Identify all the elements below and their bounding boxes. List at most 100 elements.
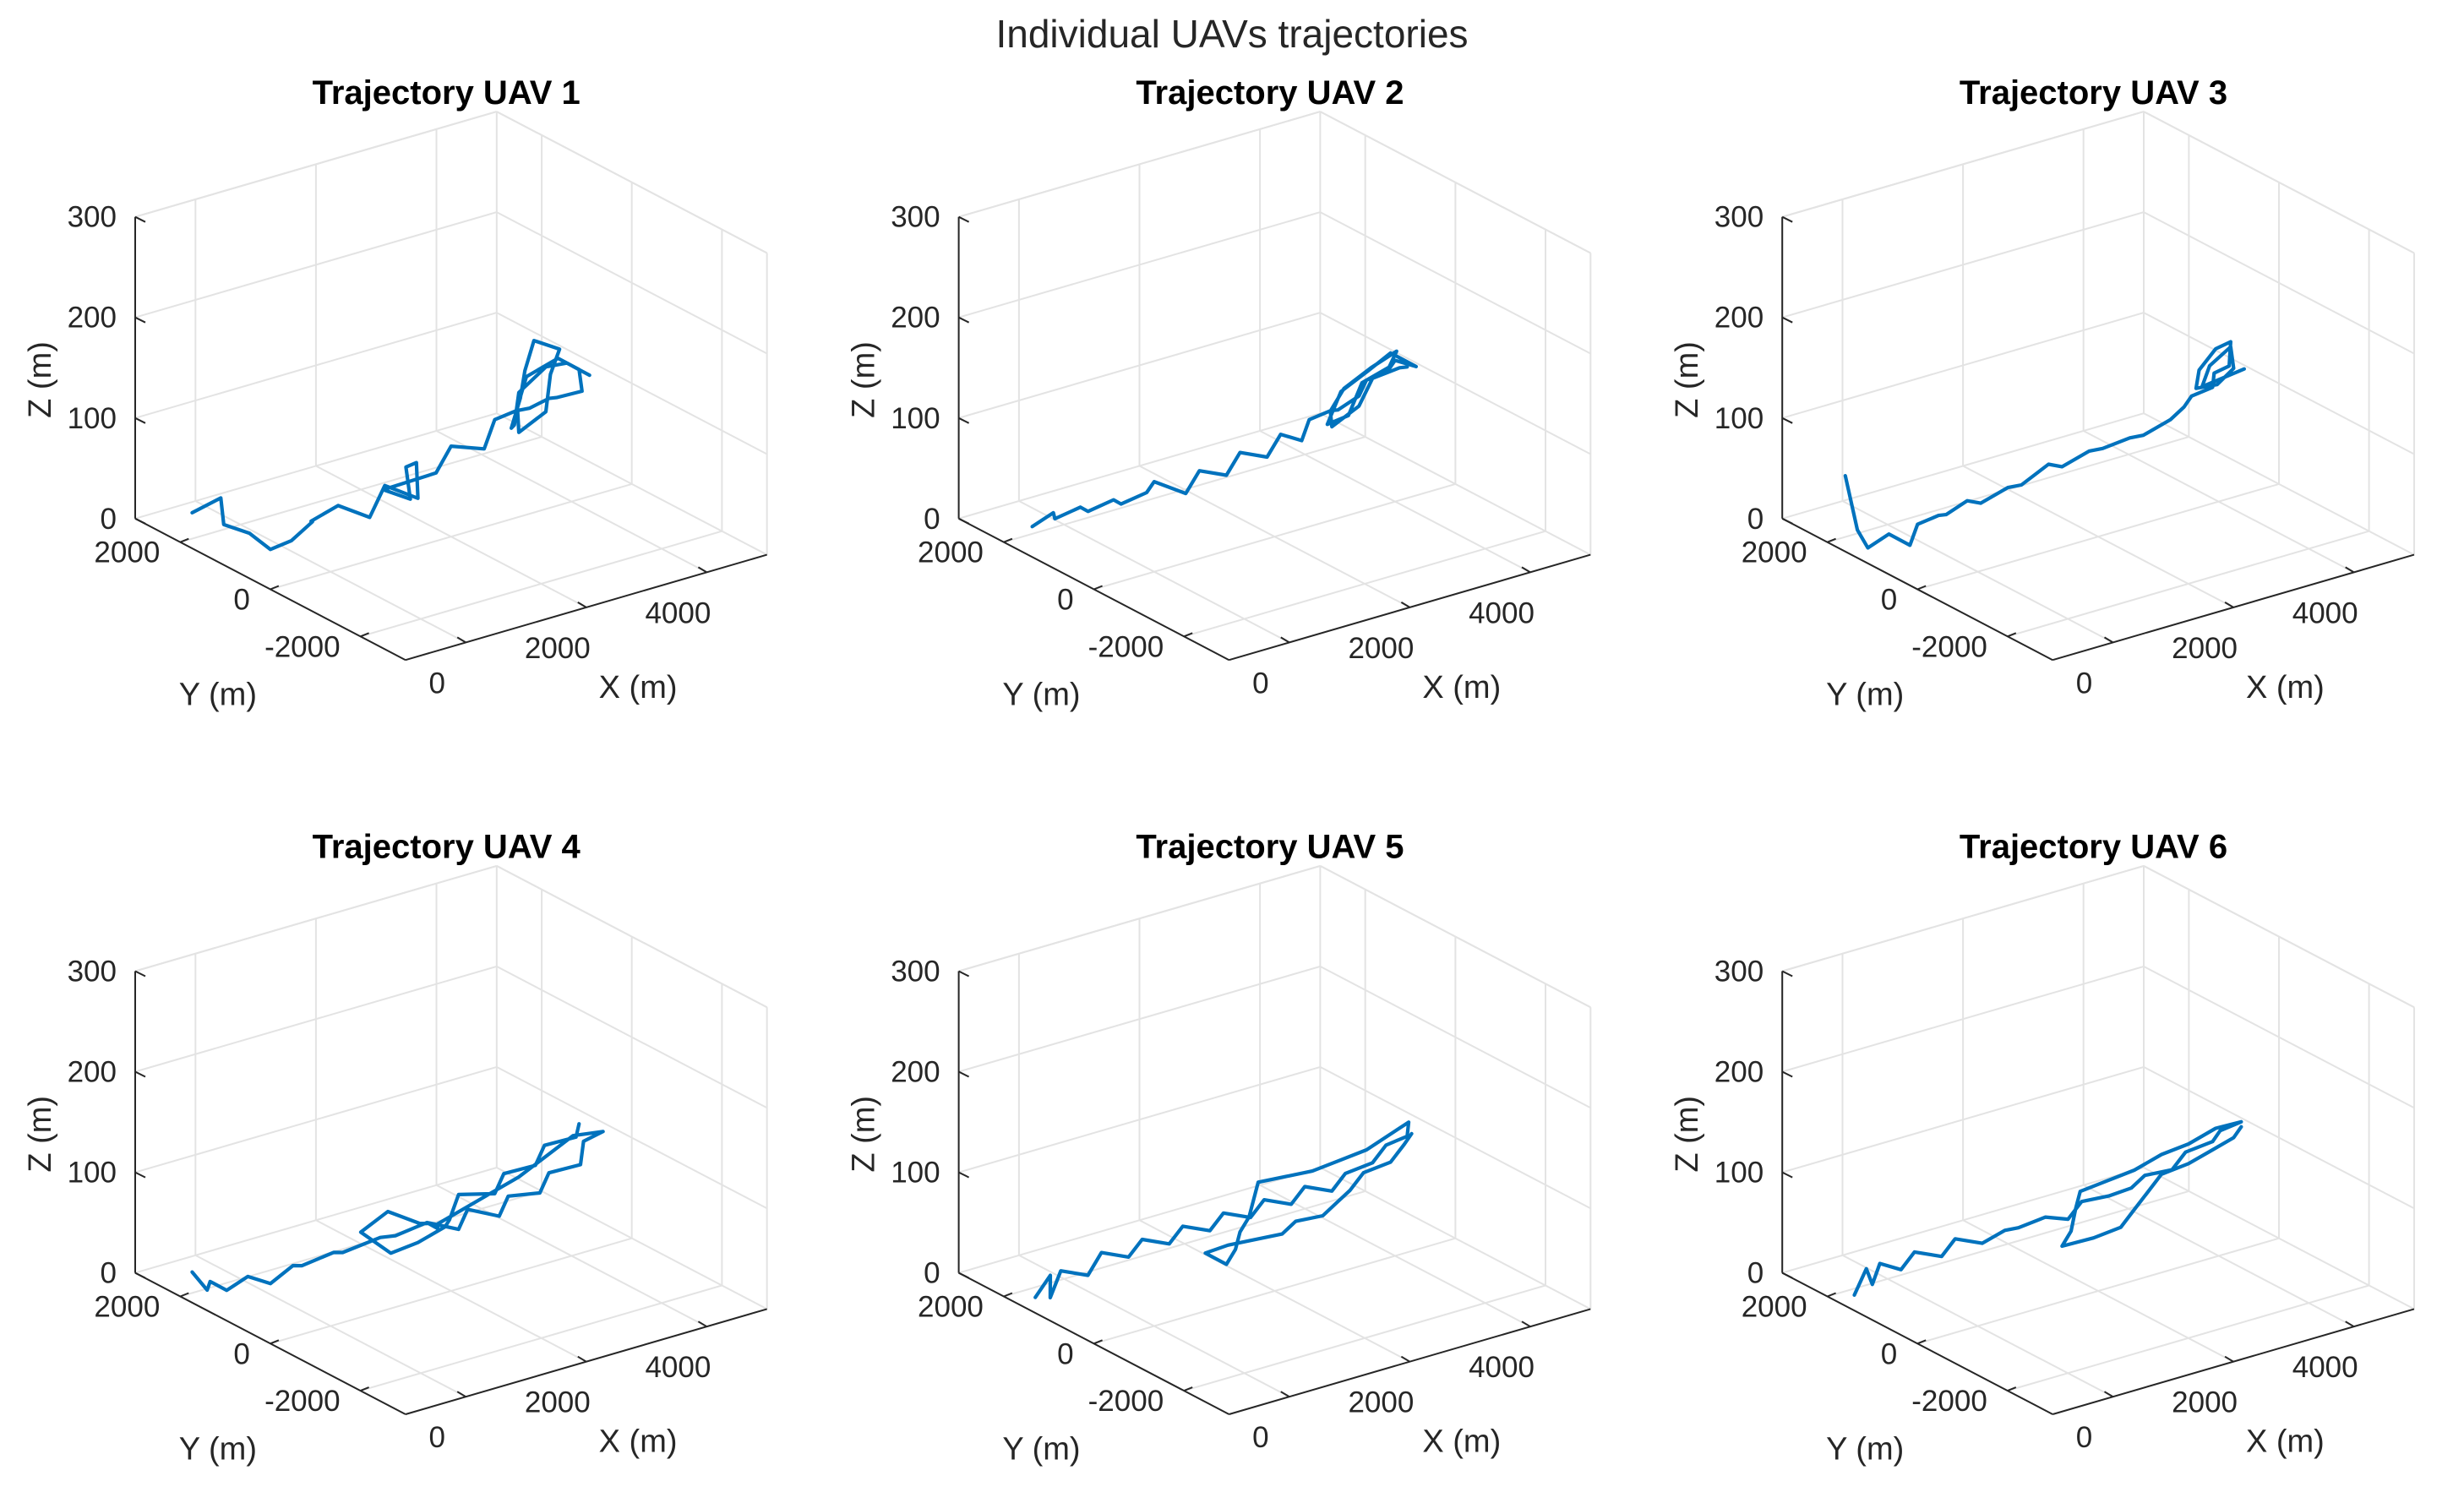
grid-line [2143,312,2415,455]
z-tick-label: 0 [101,503,117,536]
box-edge [1319,865,1591,1009]
subplot-title: Trajectory UAV 3 [1960,74,2227,112]
z-tick [1781,1171,1793,1179]
grid-line [496,312,768,455]
y-tick-label: 0 [1881,584,1897,617]
z-tick-label: 100 [1714,1157,1764,1190]
y-tick-label: -2000 [264,630,341,663]
x-tick [2224,1355,2234,1363]
grid-line [2007,1284,2369,1392]
grid-line [1781,1167,2145,1274]
x-tick-label: 0 [1252,1421,1268,1454]
x-tick-label: 0 [1252,667,1268,700]
z-tick [958,1070,970,1078]
grid-line [1183,1284,1546,1392]
y-tick [270,1339,280,1345]
trajectory-line [190,1122,605,1293]
box-edge [1319,111,1591,254]
z-tick-label: 200 [68,1056,117,1089]
z-tick-label: 100 [891,402,940,435]
grid-line [958,1167,1321,1274]
z-tick [134,417,146,424]
grid-line [958,965,1321,1073]
x-tick [2345,1321,2355,1328]
x-tick [577,602,587,608]
x-tick [456,636,466,644]
z-tick [1781,1070,1793,1078]
grid-line [1781,1065,2145,1174]
y-tick-label: -2000 [1088,1385,1164,1418]
y-tick-label: 0 [233,1337,249,1370]
z-tick [958,1272,970,1279]
y-tick-label: -2000 [1911,1385,1987,1418]
y-axis-label: Y (m) [179,678,257,713]
y-tick [1827,1292,1836,1298]
z-tick-label: 100 [1714,402,1764,435]
x-tick-label: 2000 [1348,632,1414,665]
z-axis-label: Z (m) [23,1096,58,1173]
x-tick [2345,566,2355,574]
grid-line [1916,1237,2280,1345]
z-axis-label: Z (m) [847,1096,882,1173]
y-tick [1093,585,1103,591]
z-tick-label: 0 [924,503,940,536]
grid-line [180,436,542,543]
box-edge [1781,864,2145,972]
x-tick [1521,566,1531,574]
y-axis-label: Y (m) [1826,1431,1904,1467]
grid-line [496,211,768,355]
x-tick [577,1355,587,1363]
z-tick-label: 200 [1714,1056,1764,1089]
y-tick-label: 2000 [94,1291,160,1324]
grid-line [2143,211,2415,355]
x-tick-label: 4000 [645,596,711,629]
y-tick-label: 0 [1057,584,1073,617]
x-tick-label: 2000 [2172,632,2238,665]
x-tick-label: 4000 [2292,596,2358,629]
grid-line [1781,312,2145,419]
grid-line [1093,482,1456,591]
x-tick-label: 4000 [2292,1351,2358,1384]
z-tick-label: 300 [891,201,940,234]
z-tick-label: 100 [68,402,117,435]
y-tick [1093,1339,1103,1345]
x-tick [1400,602,1410,608]
box-edge [958,111,1321,218]
grid-line [270,482,632,591]
z-tick [134,1272,146,1279]
box-edge [958,864,1321,972]
figure-title: Individual UAVs trajectories [995,12,1468,56]
x-tick [1521,1321,1531,1328]
grid-line [1319,412,1591,556]
grid-line [1003,1190,1366,1298]
grid-line [958,1065,1321,1174]
z-tick [134,1070,146,1078]
grid-line [134,211,498,319]
z-axis-label: Z (m) [847,341,882,418]
grid-line [1827,436,2189,543]
x-axis-label: X (m) [2246,1424,2325,1460]
y-tick-label: -2000 [264,1385,341,1418]
y-tick [360,632,369,638]
trajectory-line [1030,349,1418,529]
y-tick [179,1292,189,1298]
x-tick-label: 0 [2076,667,2092,700]
y-axis-label: Y (m) [1826,678,1904,713]
subplot-title: Trajectory UAV 2 [1136,74,1404,112]
grid-line [958,211,1321,319]
subplot-title: Trajectory UAV 4 [313,829,581,866]
z-tick-label: 200 [68,302,117,335]
box-edge [1781,111,2145,218]
z-tick [1781,215,1793,223]
y-axis-label: Y (m) [179,1431,257,1467]
z-tick-label: 100 [68,1157,117,1190]
z-tick-label: 100 [891,1157,940,1190]
grid-line [2143,1066,2415,1210]
z-tick-label: 300 [1714,956,1764,988]
z-axis-label: Z (m) [1670,1096,1705,1173]
x-tick [697,566,707,574]
